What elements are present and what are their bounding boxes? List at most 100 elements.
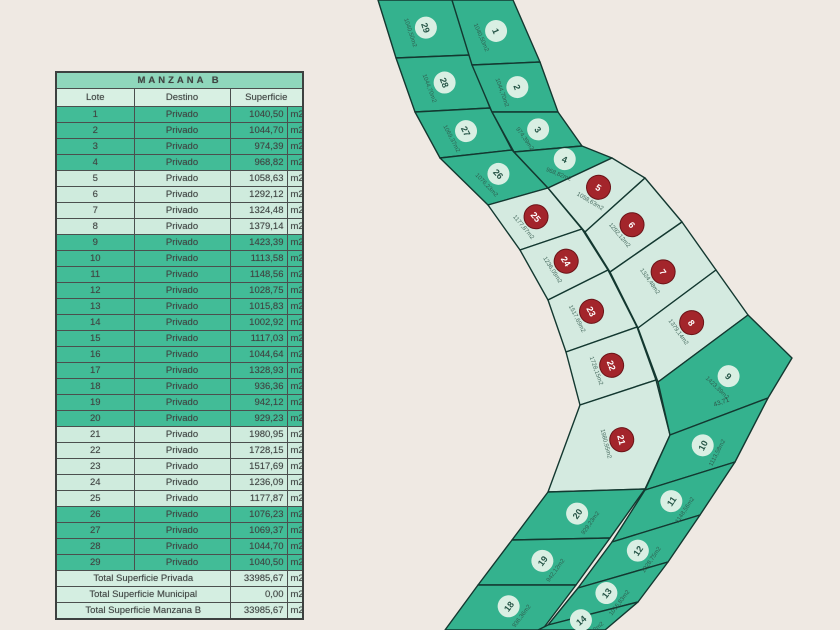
superficie-cell: 1177,87 bbox=[229, 490, 288, 507]
unit-cell: m2 bbox=[286, 314, 304, 331]
unit-cell: m2 bbox=[286, 282, 304, 299]
lot-number-cell: 18 bbox=[55, 378, 135, 395]
table-title: MANZANA B bbox=[55, 71, 304, 89]
total-label-cell: Total Superficie Privada bbox=[55, 570, 231, 587]
lot-24-number-badge bbox=[553, 248, 579, 274]
lot-row: 4 Privado 968,82 m2 bbox=[55, 154, 304, 171]
destino-cell: Privado bbox=[133, 426, 231, 443]
superficie-cell: 936,36 bbox=[229, 378, 288, 395]
destino-cell: Privado bbox=[133, 522, 231, 539]
lot-5-number-label: 5 bbox=[594, 182, 603, 193]
unit-cell: m2 bbox=[286, 122, 304, 139]
destino-cell: Privado bbox=[133, 314, 231, 331]
destino-cell: Privado bbox=[133, 202, 231, 219]
lot-21-number-label: 21 bbox=[615, 434, 627, 446]
lot-27-number-label: 27 bbox=[459, 125, 473, 139]
superficie-cell: 1044,70 bbox=[229, 122, 288, 139]
lot-number-cell: 25 bbox=[55, 490, 135, 507]
lot-21-number-badge bbox=[609, 427, 635, 453]
unit-cell: m2 bbox=[286, 586, 304, 603]
lot-number-cell: 10 bbox=[55, 250, 135, 267]
destino-cell: Privado bbox=[133, 362, 231, 379]
lot-14-number-label: 14 bbox=[574, 614, 588, 628]
superficie-cell: 1292,12 bbox=[229, 186, 288, 203]
superficie-cell: 1113,58 bbox=[229, 250, 288, 267]
lot-number-cell: 29 bbox=[55, 554, 135, 571]
destino-cell: Privado bbox=[133, 474, 231, 491]
unit-cell: m2 bbox=[286, 330, 304, 347]
lot-11-number-badge bbox=[660, 490, 683, 513]
lot-row: 2 Privado 1044,70 m2 bbox=[55, 122, 304, 139]
total-row: Total Superficie Privada 33985,67 m2 bbox=[55, 570, 304, 587]
destino-cell: Privado bbox=[133, 282, 231, 299]
lot-26-number-badge bbox=[487, 162, 510, 185]
lot-row: 8 Privado 1379,14 m2 bbox=[55, 218, 304, 235]
unit-cell: m2 bbox=[286, 522, 304, 539]
lot-row: 23 Privado 1517,69 m2 bbox=[55, 458, 304, 475]
destino-cell: Privado bbox=[133, 186, 231, 203]
lot-row: 18 Privado 936,36 m2 bbox=[55, 378, 304, 395]
total-label-cell: Total Superficie Manzana B bbox=[55, 602, 231, 620]
lot-3-number-label: 3 bbox=[532, 125, 543, 135]
lot-18-number-label: 18 bbox=[502, 600, 516, 614]
lot-row: 29 Privado 1040,50 m2 bbox=[55, 554, 304, 571]
lot-12-number-badge bbox=[626, 539, 649, 562]
lot-22-number-label: 22 bbox=[605, 359, 618, 372]
destino-cell: Privado bbox=[133, 250, 231, 267]
superficie-cell: 1076,23 bbox=[229, 506, 288, 523]
lot-row: 20 Privado 929,23 m2 bbox=[55, 410, 304, 427]
lot-13-number-label: 13 bbox=[600, 586, 614, 600]
lot-10-number-badge bbox=[691, 434, 714, 457]
total-value-cell: 0,00 bbox=[229, 586, 288, 603]
total-value-cell: 33985,67 bbox=[229, 602, 288, 620]
superficie-cell: 1040,50 bbox=[229, 106, 288, 123]
total-row: Total Superficie Manzana B 33985,67 m2 bbox=[55, 602, 304, 620]
destino-cell: Privado bbox=[133, 554, 231, 571]
total-row: Total Superficie Municipal 0,00 m2 bbox=[55, 586, 304, 603]
superficie-cell: 1069,37 bbox=[229, 522, 288, 539]
unit-cell: m2 bbox=[286, 570, 304, 587]
superficie-cell: 1117,03 bbox=[229, 330, 288, 347]
unit-cell: m2 bbox=[286, 106, 304, 123]
superficie-cell: 1324,48 bbox=[229, 202, 288, 219]
lot-number-cell: 27 bbox=[55, 522, 135, 539]
destino-cell: Privado bbox=[133, 122, 231, 139]
superficie-cell: 1044,64 bbox=[229, 346, 288, 363]
lot-3-number-badge bbox=[527, 118, 550, 141]
destino-cell: Privado bbox=[133, 266, 231, 283]
lot-12-number-label: 12 bbox=[631, 544, 645, 558]
lot-1-number-badge bbox=[485, 19, 508, 42]
unit-cell: m2 bbox=[286, 202, 304, 219]
lot-number-cell: 22 bbox=[55, 442, 135, 459]
table-title-row: MANZANA B bbox=[55, 71, 304, 89]
lot-28-number-label: 28 bbox=[438, 76, 451, 89]
lot-row: 16 Privado 1044,64 m2 bbox=[55, 346, 304, 363]
destino-cell: Privado bbox=[133, 394, 231, 411]
unit-cell: m2 bbox=[286, 138, 304, 155]
destino-cell: Privado bbox=[133, 170, 231, 187]
unit-cell: m2 bbox=[286, 186, 304, 203]
lot-row: 12 Privado 1028,75 m2 bbox=[55, 282, 304, 299]
superficie-cell: 1728,15 bbox=[229, 442, 288, 459]
lot-9-number-label: 9 bbox=[723, 371, 734, 382]
unit-cell: m2 bbox=[286, 218, 304, 235]
col-header-destino: Destino bbox=[133, 88, 231, 107]
superficie-cell: 1980,95 bbox=[229, 426, 288, 443]
lot-number-cell: 13 bbox=[55, 298, 135, 315]
lot-row: 3 Privado 974,39 m2 bbox=[55, 138, 304, 155]
superficie-cell: 1423,39 bbox=[229, 234, 288, 251]
unit-cell: m2 bbox=[286, 394, 304, 411]
lot-number-cell: 14 bbox=[55, 314, 135, 331]
destino-cell: Privado bbox=[133, 154, 231, 171]
lot-number-cell: 24 bbox=[55, 474, 135, 491]
lot-number-cell: 19 bbox=[55, 394, 135, 411]
lot-13-number-badge bbox=[595, 582, 618, 605]
lot-row: 19 Privado 942,12 m2 bbox=[55, 394, 304, 411]
lot-number-cell: 28 bbox=[55, 538, 135, 555]
lot-number-cell: 20 bbox=[55, 410, 135, 427]
unit-cell: m2 bbox=[286, 554, 304, 571]
